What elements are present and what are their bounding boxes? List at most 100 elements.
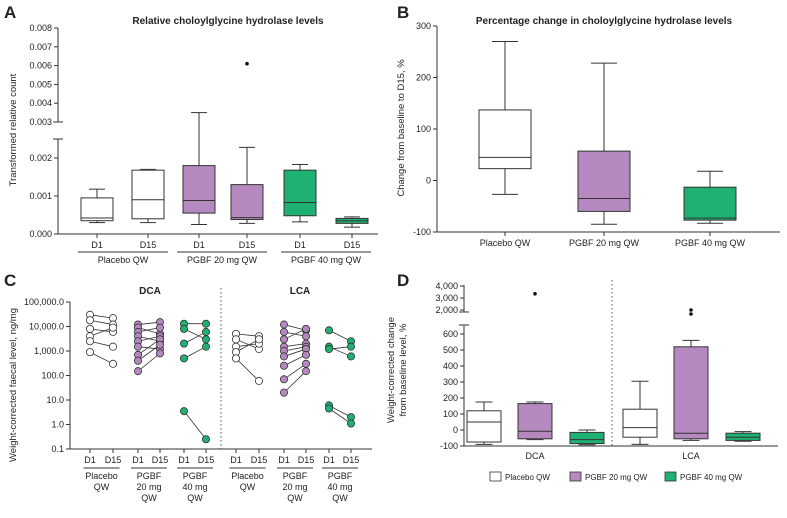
c-dca-placebo-pair-5-d1: [86, 348, 95, 357]
panel-a-axes: 0.000 0.001 0.002 0.003 0.004 0.005 0.006 0.007…: [29, 23, 378, 265]
a-group-label-2: PGBF 40 mg QW: [291, 255, 362, 265]
b-box-1-box: [577, 150, 631, 212]
a-xtick-label-3: D15: [239, 240, 256, 250]
c-ytick-label-6: 100,000.0: [24, 297, 64, 307]
legend-label-pgbf40: PGBF 40 mg QW: [680, 473, 743, 482]
c-lca-pgbf40-pair-4-line: [328, 408, 352, 424]
c-dca-pgbf20-pair-8-d15: [155, 349, 164, 358]
d-box-4-outlier-0: [689, 312, 693, 316]
c-dca-pgbf40-pair-4-d15: [201, 435, 210, 444]
a-box-1-box: [131, 169, 165, 220]
c-ytick-label-4: 1,000.0: [34, 346, 64, 356]
c-group-label-3-1: QW: [240, 482, 256, 492]
d-ytick-lower-label-6: 500: [443, 345, 458, 355]
c-lca-pgbf20-pair-1-d1: [279, 327, 288, 336]
c-xtick-label-9: D15: [298, 455, 315, 465]
panel-d-legend: Placebo QW PGBF 20 mg QW PGBF 40 mg QW: [489, 471, 743, 482]
panel-b-boxes: [478, 40, 737, 225]
d-box-0-box: [466, 410, 502, 443]
c-lca-pgbf20-pair-8-d1: [279, 388, 288, 397]
c-dca-pgbf20-pair-7-d1: [133, 356, 142, 365]
c-xtick-label-10: D1: [323, 455, 335, 465]
b-xtick-label-2: PGBF 40 mg QW: [675, 238, 746, 248]
a-ytick-label-7: 0.007: [29, 42, 52, 52]
b-ytick-label-1: 0: [426, 176, 431, 186]
c-group-label-1-1: 20 mg: [136, 482, 161, 492]
a-box-4-box: [283, 169, 317, 217]
c-lca-pgbf20-pair-7-d1: [279, 375, 288, 384]
c-lca-pgbf20-pair-2-d1: [279, 335, 288, 344]
c-dca-pgbf40-pair-3-line: [183, 346, 207, 359]
a-box-2-box: [182, 165, 216, 214]
c-dca-pgbf20-pair-6-line: [137, 338, 161, 356]
d-box-3-box: [622, 408, 658, 438]
c-ytick-label-1: 1.0: [51, 420, 64, 430]
c-dca-pgbf40-pair-1-d15: [201, 335, 210, 344]
legend-swatch-pgbf40: [664, 471, 677, 482]
c-dca-placebo-pair-5-line: [89, 351, 114, 365]
d-ytick-lower-label-3: 200: [443, 393, 458, 403]
c-lca-pgbf20-pair-7-d15: [301, 359, 310, 368]
c-lca-pgbf20-pair-6-d1: [279, 361, 288, 370]
a-group-label-1: PGBF 20 mg QW: [187, 255, 258, 265]
c-dca-pgbf20-pair-2-d15: [155, 323, 164, 332]
a-ytick-label-8: 0.008: [29, 23, 52, 33]
d-ytick-lower-label-0: -100: [440, 441, 458, 451]
panel-a-ylabel: Transformed relative count: [8, 73, 19, 186]
d-ytick-upper-label-1: 3,000: [435, 293, 458, 303]
c-lca-pgbf20-pair-1-d15: [301, 332, 310, 341]
d-ytick-upper-label-0: 2,000: [435, 305, 458, 315]
a-ytick-label-1: 0.001: [29, 191, 52, 201]
b-ytick-label-3: 200: [416, 73, 431, 83]
d-cat-label-0: DCA: [525, 451, 544, 461]
b-ytick-label-4: 300: [416, 21, 431, 31]
a-box-0-box: [80, 197, 114, 222]
c-dca-pgbf40-pair-3-d1: [179, 354, 188, 363]
d-box-1-box: [517, 403, 553, 440]
panel-c-axes: 0.1 1.0 10.0 100.0 1,000.0 10,000.0 100,000.0 D…: [24, 288, 372, 503]
c-lca-pgbf20-pair-0-d1: [279, 320, 288, 329]
a-ytick-label-6: 0.006: [29, 61, 52, 71]
c-lca-pgbf40-pair-0-line: [328, 329, 352, 342]
panel-b-letter: B: [397, 3, 409, 22]
c-lca-placebo-pair-4-d15: [254, 376, 263, 385]
c-xtick-label-8: D1: [278, 455, 290, 465]
d-ytick-lower-label-1: 0: [453, 425, 458, 435]
c-lca-placebo-pair-4-d1: [231, 354, 240, 363]
c-xtick-label-1: D15: [105, 455, 122, 465]
c-dca-placebo-pair-3-d15: [109, 323, 118, 332]
a-group-label-0: Placebo QW: [98, 255, 149, 265]
b-xtick-label-0: Placebo QW: [480, 238, 531, 248]
c-group-label-1-2: QW: [141, 493, 157, 503]
c-group-label-4-1: 20 mg: [282, 482, 307, 492]
c-lca-pgbf40-pair-4-d1: [324, 404, 333, 413]
c-dca-pgbf40-pair-4-line: [183, 410, 207, 440]
c-group-label-5-2: QW: [332, 493, 348, 503]
c-group-label-0-1: QW: [94, 482, 110, 492]
d-cat-label-1: LCA: [682, 451, 700, 461]
d-box-2-box: [569, 431, 605, 445]
c-dca-placebo-pair-4-d15: [109, 342, 118, 351]
c-dca-pgbf40-pair-2-d15: [201, 327, 210, 336]
a-xtick-label-5: D15: [344, 240, 361, 250]
c-dca-placebo-pair-1-d1: [86, 316, 95, 325]
c-lca-placebo-pair-1-d1: [231, 335, 240, 344]
panel-d-letter: D: [397, 271, 409, 290]
a-ytick-label-0: 0.000: [29, 229, 52, 239]
panel-b-ylabel: Change from baseline to D15, %: [396, 59, 407, 197]
c-group-label-2-1: 40 mg: [182, 482, 207, 492]
c-xtick-label-2: D1: [132, 455, 144, 465]
panel-a-boxes: [80, 61, 369, 228]
panel-c-ylabel: Weight-corrected faecal level, ng/mg: [8, 308, 19, 462]
c-xtick-label-11: D15: [343, 455, 360, 465]
c-dca-pgbf40-pair-4-d1: [179, 407, 188, 416]
c-group-label-5-0: PGBF: [328, 471, 353, 481]
c-lca-pgbf40-pair-4-d15: [346, 419, 355, 428]
c-group-label-5-1: 40 mg: [327, 482, 352, 492]
panel-b-title: Percentage change in choloylglycine hydr…: [476, 16, 733, 27]
a-ytick-label-4: 0.004: [29, 98, 52, 108]
c-lca-pgbf20-pair-8-d15: [301, 367, 310, 376]
c-dca-placebo-pair-2-d1: [86, 324, 95, 333]
c-xtick-label-3: D15: [152, 455, 169, 465]
